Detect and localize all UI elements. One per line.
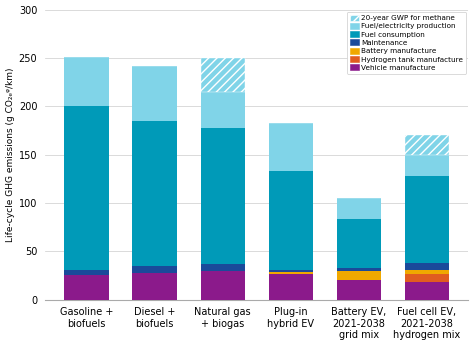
- Bar: [405, 155, 449, 176]
- Bar: [337, 219, 381, 268]
- Bar: [337, 280, 381, 300]
- Bar: [405, 274, 449, 282]
- Bar: [269, 171, 313, 270]
- Bar: [269, 273, 313, 300]
- Bar: [337, 268, 381, 271]
- Bar: [269, 272, 313, 273]
- Legend: 20-year GWP for methane, Fuel/electricity production, Fuel consumption, Maintena: 20-year GWP for methane, Fuel/electricit…: [347, 12, 466, 74]
- Bar: [405, 270, 449, 274]
- Bar: [405, 263, 449, 270]
- Bar: [64, 275, 109, 300]
- Bar: [269, 123, 313, 171]
- Bar: [132, 273, 177, 300]
- Bar: [405, 176, 449, 263]
- Bar: [201, 128, 245, 264]
- Bar: [64, 106, 109, 270]
- Bar: [337, 271, 381, 280]
- Bar: [132, 121, 177, 266]
- Bar: [64, 57, 109, 106]
- Bar: [405, 135, 449, 155]
- Bar: [269, 270, 313, 272]
- Bar: [201, 271, 245, 300]
- Bar: [201, 264, 245, 271]
- Bar: [132, 266, 177, 273]
- Bar: [337, 198, 381, 219]
- Bar: [201, 92, 245, 128]
- Bar: [201, 58, 245, 92]
- Y-axis label: Life-cycle GHG emissions (g CO₂ₑᵠ/km): Life-cycle GHG emissions (g CO₂ₑᵠ/km): [6, 67, 15, 242]
- Bar: [64, 270, 109, 275]
- Bar: [132, 66, 177, 121]
- Bar: [405, 282, 449, 300]
